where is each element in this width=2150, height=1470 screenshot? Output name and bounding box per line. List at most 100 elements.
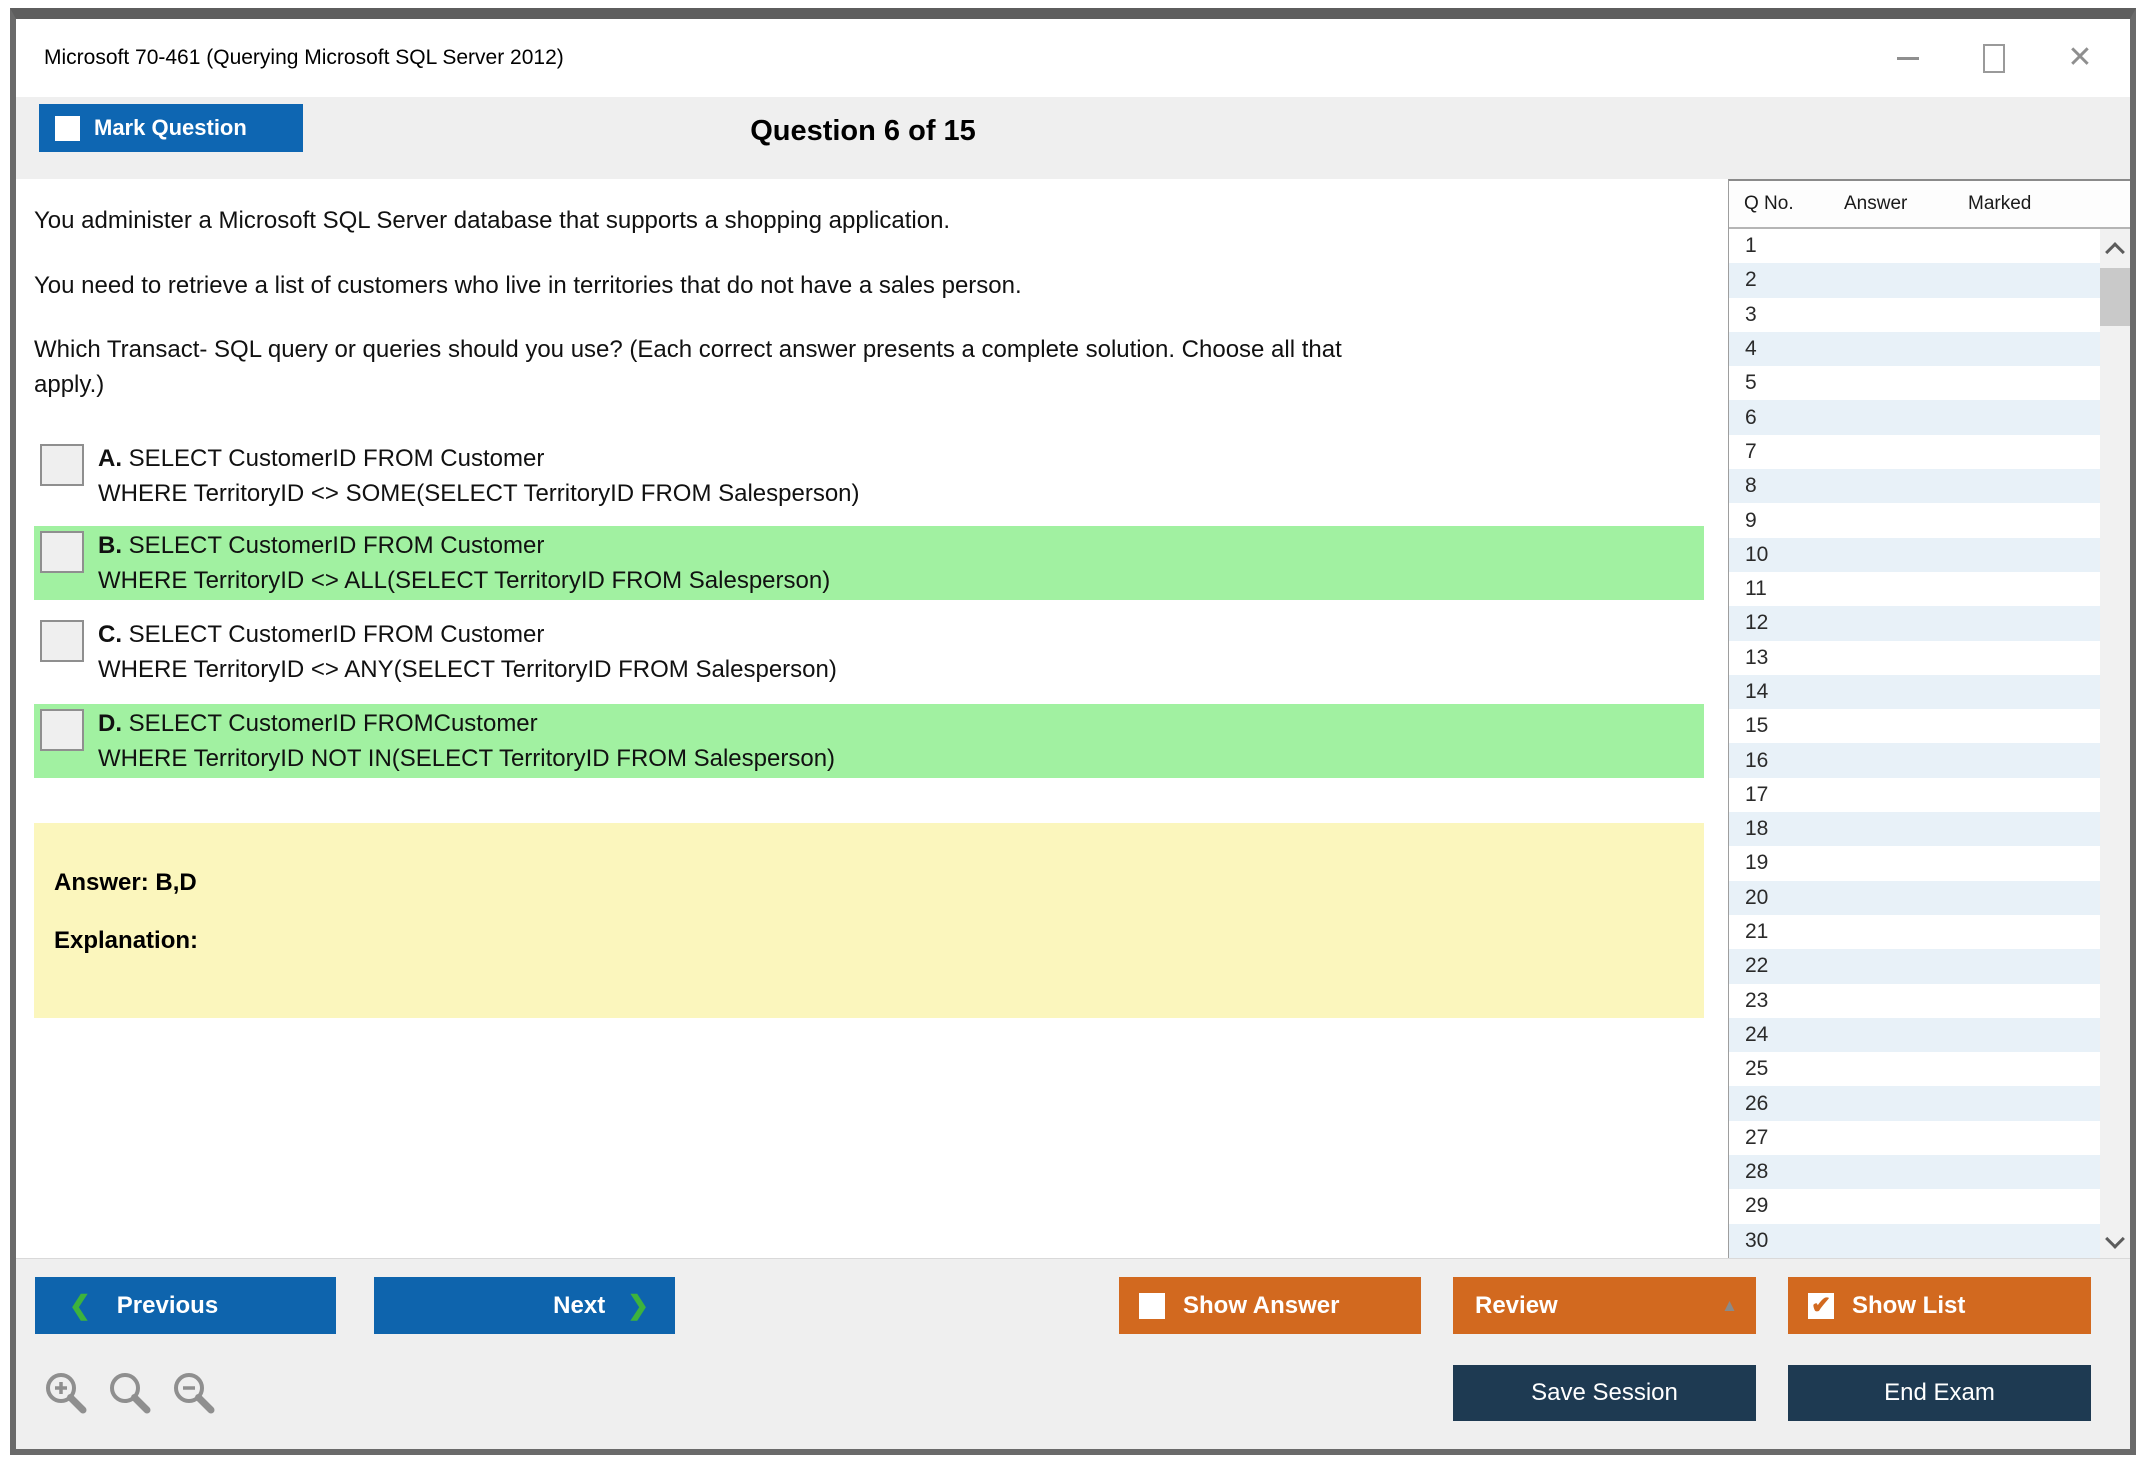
next-label: Next [553, 1291, 606, 1319]
end-exam-button[interactable]: End Exam [1788, 1365, 2091, 1421]
question-list-row[interactable]: 23 [1729, 984, 2100, 1018]
mark-question-button[interactable]: Mark Question [39, 104, 303, 152]
question-list-row[interactable]: 27 [1729, 1121, 2100, 1155]
option-b-text: B. SELECT CustomerID FROM Customer WHERE… [98, 526, 830, 598]
option-a-checkbox[interactable] [40, 444, 84, 486]
question-list-rows: 1 2 3 4 5 6 7 8 9 10 11 12 13 14 15 16 17 18 19 20 21 22 23 24 2… [1729, 229, 2100, 1258]
title-bar: Microsoft 70-461 (Querying Microsoft SQL… [16, 19, 2130, 97]
scrollbar-thumb[interactable] [2100, 268, 2130, 326]
previous-label: Previous [116, 1291, 219, 1319]
review-button[interactable]: Review ▲ [1453, 1277, 1756, 1334]
question-list-row[interactable]: 11 [1729, 572, 2100, 606]
question-list-row[interactable]: 12 [1729, 606, 2100, 641]
option-b: B. SELECT CustomerID FROM Customer WHERE… [34, 526, 1704, 600]
question-list-row[interactable]: 22 [1729, 949, 2100, 984]
option-b-checkbox[interactable] [40, 531, 84, 573]
zoom-out-icon[interactable] [170, 1369, 218, 1417]
question-list-row[interactable]: 8 [1729, 469, 2100, 504]
question-list-row[interactable]: 9 [1729, 503, 2100, 537]
window-controls: ✕ [1888, 19, 2100, 97]
scroll-down-icon[interactable] [2105, 1229, 2125, 1249]
save-session-button[interactable]: Save Session [1453, 1365, 1756, 1421]
next-button[interactable]: Next ❯ [374, 1277, 675, 1334]
question-list-row[interactable]: 20 [1729, 880, 2100, 915]
question-list-row[interactable]: 19 [1729, 846, 2100, 880]
question-list-row[interactable]: 24 [1729, 1017, 2100, 1053]
column-header-marked: Marked [1968, 193, 2032, 214]
chevron-left-icon: ❮ [69, 1290, 91, 1320]
option-line1: SELECT CustomerID FROMCustomer [128, 710, 538, 737]
previous-button[interactable]: ❮ Previous [35, 1277, 336, 1334]
row-qno: 23 [1745, 988, 1769, 1012]
option-d: D. SELECT CustomerID FROMCustomer WHERE … [34, 704, 1704, 778]
show-list-label: Show List [1852, 1291, 1966, 1319]
row-qno: 6 [1745, 405, 1757, 429]
question-counter: Question 6 of 15 [750, 115, 976, 147]
close-button[interactable]: ✕ [2060, 38, 2100, 78]
question-list-row[interactable]: 5 [1729, 366, 2100, 400]
option-c: C. SELECT CustomerID FROM Customer WHERE… [34, 615, 1704, 689]
option-d-checkbox[interactable] [40, 709, 84, 751]
option-c-checkbox[interactable] [40, 620, 84, 662]
show-list-checkbox[interactable]: ✔ [1808, 1291, 1834, 1319]
show-answer-checkbox[interactable] [1139, 1292, 1165, 1319]
question-list-row[interactable]: 26 [1729, 1086, 2100, 1121]
minimize-button[interactable] [1888, 38, 1928, 78]
question-paragraph: You need to retrieve a list of customers… [34, 272, 1022, 299]
question-list-row[interactable]: 6 [1729, 400, 2100, 435]
answer-label: Answer: B,D [54, 869, 197, 896]
row-qno: 29 [1745, 1194, 1769, 1218]
row-qno: 25 [1745, 1057, 1769, 1081]
show-answer-button[interactable]: Show Answer [1119, 1277, 1421, 1334]
question-list-row[interactable]: 13 [1729, 641, 2100, 675]
chevron-right-icon: ❯ [627, 1290, 649, 1320]
option-line2: WHERE TerritoryID <> SOME(SELECT Territo… [98, 480, 860, 507]
question-list-row[interactable]: 18 [1729, 812, 2100, 847]
row-qno: 10 [1745, 542, 1769, 566]
row-qno: 26 [1745, 1091, 1769, 1115]
question-list-row[interactable]: 29 [1729, 1189, 2100, 1223]
column-header-qno: Q No. [1744, 193, 1794, 214]
zoom-reset-icon[interactable] [106, 1369, 154, 1417]
question-list-row[interactable]: 28 [1729, 1155, 2100, 1190]
show-answer-label: Show Answer [1183, 1291, 1340, 1319]
question-list-row[interactable]: 1 [1729, 229, 2100, 263]
zoom-in-icon[interactable] [42, 1369, 90, 1417]
option-a-text: A. SELECT CustomerID FROM Customer WHERE… [98, 439, 860, 511]
row-qno: 15 [1745, 714, 1769, 738]
row-qno: 17 [1745, 782, 1769, 806]
option-line2: WHERE TerritoryID <> ALL(SELECT Territor… [98, 567, 831, 594]
row-qno: 8 [1745, 474, 1757, 498]
question-list-row[interactable]: 30 [1729, 1223, 2100, 1258]
question-list-scrollbar[interactable] [2100, 229, 2130, 1258]
zoom-controls [42, 1369, 218, 1417]
maximize-button[interactable] [1974, 38, 2014, 78]
question-list-row[interactable]: 4 [1729, 331, 2100, 367]
row-qno: 9 [1745, 508, 1757, 532]
question-list-row[interactable]: 15 [1729, 709, 2100, 743]
check-icon: ✔ [1810, 1291, 1832, 1319]
question-list-row[interactable]: 16 [1729, 743, 2100, 778]
question-list-row[interactable]: 21 [1729, 915, 2100, 949]
question-list-row[interactable]: 7 [1729, 435, 2100, 469]
question-list-row[interactable]: 3 [1729, 298, 2100, 332]
show-list-button[interactable]: ✔ Show List [1788, 1277, 2091, 1334]
row-qno: 12 [1745, 611, 1769, 635]
review-label: Review [1475, 1291, 1558, 1319]
row-qno: 5 [1745, 371, 1757, 395]
option-line1: SELECT CustomerID FROM Customer [128, 445, 545, 472]
question-list-row[interactable]: 25 [1729, 1052, 2100, 1086]
question-paragraph: You administer a Microsoft SQL Server da… [34, 207, 951, 234]
row-qno: 20 [1745, 885, 1769, 909]
question-list-row[interactable]: 10 [1729, 537, 2100, 572]
option-letter: C. [98, 621, 122, 648]
scroll-up-icon[interactable] [2105, 242, 2125, 262]
question-list-row[interactable]: 2 [1729, 263, 2100, 298]
question-list-header: Q No. Answer Marked [1729, 181, 2130, 229]
question-list-row[interactable]: 17 [1729, 778, 2100, 812]
mark-question-checkbox[interactable] [55, 115, 80, 141]
triangle-up-icon: ▲ [1721, 1295, 1738, 1315]
question-list-row[interactable]: 14 [1729, 674, 2100, 710]
option-letter: A. [98, 445, 122, 472]
row-qno: 14 [1745, 680, 1769, 703]
